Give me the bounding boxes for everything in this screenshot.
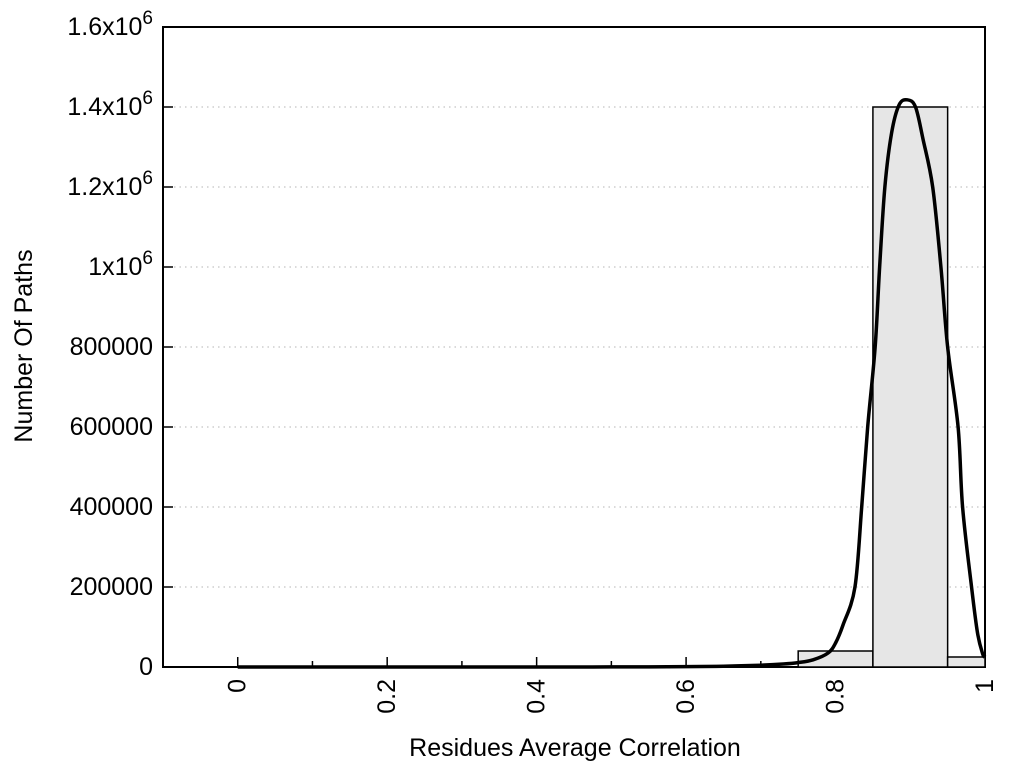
y-tick-label: 0 (139, 653, 153, 681)
x-tick-label: 1 (971, 679, 999, 693)
y-tick-label: 200000 (70, 573, 153, 601)
y-tick-label: 1.2x106 (67, 168, 153, 202)
x-tick-label: 0.2 (373, 679, 401, 714)
x-tick-label: 0.6 (672, 679, 700, 714)
x-axis-title: Residues Average Correlation (409, 734, 741, 762)
y-tick-label: 1x106 (88, 248, 153, 282)
y-tick-label: 400000 (70, 493, 153, 521)
y-tick-label: 1.4x106 (67, 88, 153, 122)
fit-curve (237, 97, 987, 669)
y-tick-label: 600000 (70, 413, 153, 441)
x-tick-label: 0.8 (822, 679, 850, 714)
x-tick-label: 0.4 (523, 679, 551, 714)
y-tick-label: 1.6x106 (67, 8, 153, 42)
y-tick-label: 800000 (70, 333, 153, 361)
chart-generated-layer: 0 200000 400000 600000 800000 1x106 1.2x106 1.4… (67, 8, 999, 714)
y-axis-title: Number Of Paths (10, 249, 38, 442)
histogram-bar (946, 656, 986, 668)
x-tick-label: 0 (224, 679, 252, 693)
